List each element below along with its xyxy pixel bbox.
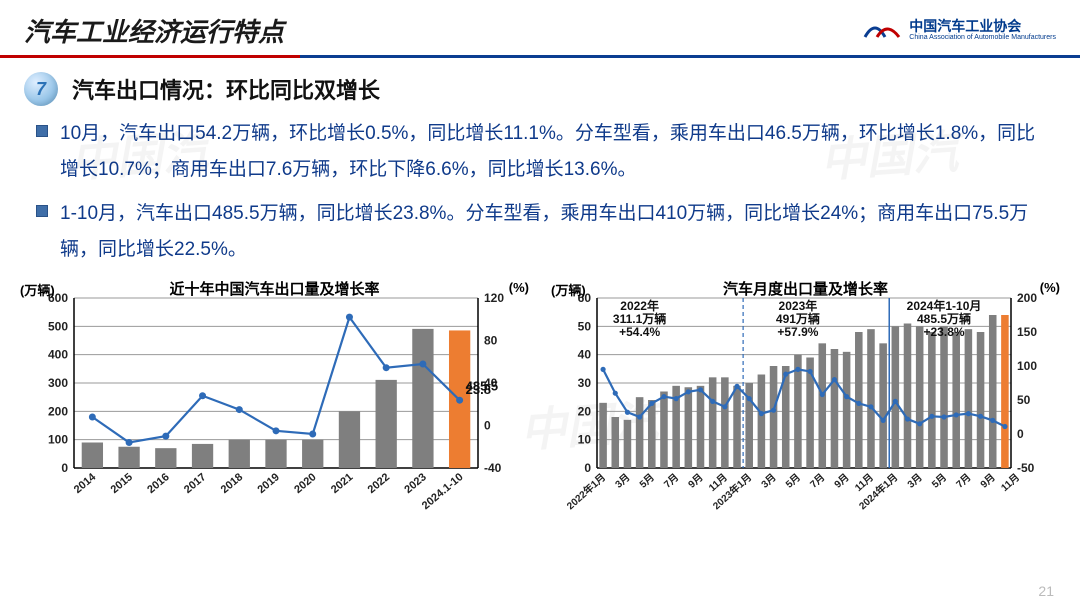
svg-text:485.5: 485.5	[466, 379, 499, 394]
svg-text:-50: -50	[1017, 461, 1035, 475]
bullet-marker-icon	[36, 205, 48, 217]
bullet-text: 10月，汽车出口54.2万辆，环比增长0.5%，同比增长11.1%。分车型看，乘…	[60, 116, 1052, 188]
svg-text:0: 0	[584, 461, 591, 475]
svg-text:20: 20	[578, 405, 592, 419]
svg-text:3月: 3月	[759, 472, 779, 491]
section-title-main: 汽车出口情况：	[72, 78, 226, 103]
svg-text:7月: 7月	[954, 472, 974, 491]
svg-text:2022: 2022	[366, 471, 392, 496]
svg-text:2019: 2019	[255, 471, 281, 496]
svg-text:2023: 2023	[402, 471, 428, 496]
chart-right-title: 汽车月度出口量及增长率	[723, 278, 888, 299]
svg-text:200: 200	[48, 405, 68, 419]
svg-text:485.5万辆: 485.5万辆	[917, 311, 971, 326]
svg-text:100: 100	[48, 433, 68, 447]
svg-text:2022年1月: 2022年1月	[564, 471, 608, 513]
section-heading: 7 汽车出口情况：环比同比双增长	[0, 72, 1080, 116]
svg-text:50: 50	[1017, 393, 1031, 407]
header: 汽车工业经济运行特点 中国汽车工业协会 China Association of…	[0, 0, 1080, 55]
svg-text:3月: 3月	[905, 472, 925, 491]
chart-right-unit-left: (万辆)	[551, 280, 586, 299]
svg-text:491万辆: 491万辆	[776, 311, 820, 326]
svg-text:7月: 7月	[808, 472, 828, 491]
svg-text:150: 150	[1017, 325, 1037, 339]
svg-text:100: 100	[1017, 359, 1037, 373]
svg-text:9月: 9月	[686, 472, 706, 491]
bullet-list: 10月，汽车出口54.2万辆，环比增长0.5%，同比增长11.1%。分车型看，乘…	[0, 116, 1080, 282]
svg-text:120: 120	[484, 291, 504, 305]
svg-text:2016: 2016	[145, 471, 171, 496]
svg-text:9月: 9月	[978, 472, 998, 491]
svg-text:300: 300	[48, 376, 68, 390]
logo-mark-icon	[863, 19, 903, 43]
svg-text:3月: 3月	[613, 472, 633, 491]
svg-text:2021: 2021	[329, 471, 355, 496]
header-rule	[0, 55, 1080, 58]
svg-text:+54.4%: +54.4%	[619, 325, 660, 339]
page-title: 汽车工业经济运行特点	[24, 12, 284, 49]
svg-text:-40: -40	[484, 461, 502, 475]
chart-left-unit-right: (%)	[509, 280, 529, 295]
svg-text:+57.9%: +57.9%	[777, 325, 818, 339]
bullet-marker-icon	[36, 125, 48, 137]
svg-text:2017: 2017	[182, 471, 208, 496]
svg-text:2022年: 2022年	[620, 298, 659, 313]
svg-text:30: 30	[578, 376, 592, 390]
page-number: 21	[1038, 583, 1054, 599]
svg-text:5月: 5月	[929, 472, 949, 491]
bullet-item: 1-10月，汽车出口485.5万辆，同比增长23.8%。分车型看，乘用车出口41…	[36, 196, 1052, 268]
svg-text:5月: 5月	[783, 472, 803, 491]
svg-text:7月: 7月	[662, 472, 682, 491]
svg-text:2018: 2018	[219, 471, 245, 496]
svg-text:2014: 2014	[72, 471, 99, 496]
svg-text:80: 80	[484, 334, 498, 348]
svg-text:2023年: 2023年	[779, 298, 818, 313]
bullet-text: 1-10月，汽车出口485.5万辆，同比增长23.8%。分车型看，乘用车出口41…	[60, 196, 1052, 268]
svg-text:50: 50	[578, 320, 592, 334]
charts-row: (万辆) 近十年中国汽车出口量及增长率 (%) 0100200300400500…	[0, 282, 1080, 522]
logo-text-cn: 中国汽车工业协会	[909, 19, 1056, 34]
svg-text:200: 200	[1017, 291, 1037, 305]
svg-text:9月: 9月	[832, 472, 852, 491]
chart-left: (万辆) 近十年中国汽车出口量及增长率 (%) 0100200300400500…	[18, 282, 531, 522]
svg-text:0: 0	[61, 461, 68, 475]
bullet-item: 10月，汽车出口54.2万辆，环比增长0.5%，同比增长11.1%。分车型看，乘…	[36, 116, 1052, 188]
svg-text:2024.1-10: 2024.1-10	[420, 471, 466, 512]
chart-right-unit-right: (%)	[1040, 280, 1060, 295]
svg-text:2015: 2015	[109, 471, 135, 496]
svg-text:500: 500	[48, 320, 68, 334]
svg-text:2020: 2020	[292, 471, 318, 496]
logo: 中国汽车工业协会 China Association of Automobile…	[863, 19, 1056, 43]
svg-text:0: 0	[1017, 427, 1024, 441]
svg-text:+23.8%: +23.8%	[924, 325, 965, 339]
svg-text:311.1万辆: 311.1万辆	[613, 311, 666, 326]
svg-text:0: 0	[484, 419, 491, 433]
logo-text-en: China Association of Automobile Manufact…	[909, 34, 1056, 42]
chart-left-unit-left: (万辆)	[20, 280, 55, 299]
svg-text:2024年1-10月: 2024年1-10月	[907, 298, 982, 313]
svg-text:5月: 5月	[637, 472, 657, 491]
section-number-badge: 7	[24, 72, 58, 106]
svg-text:10: 10	[578, 433, 592, 447]
chart-right: (万辆) 汽车月度出口量及增长率 (%) 0102030405060-50050…	[549, 282, 1062, 522]
svg-text:40: 40	[578, 348, 592, 362]
svg-text:400: 400	[48, 348, 68, 362]
section-title-sub: 环比同比双增长	[226, 78, 380, 103]
chart-left-title: 近十年中国汽车出口量及增长率	[169, 278, 379, 299]
